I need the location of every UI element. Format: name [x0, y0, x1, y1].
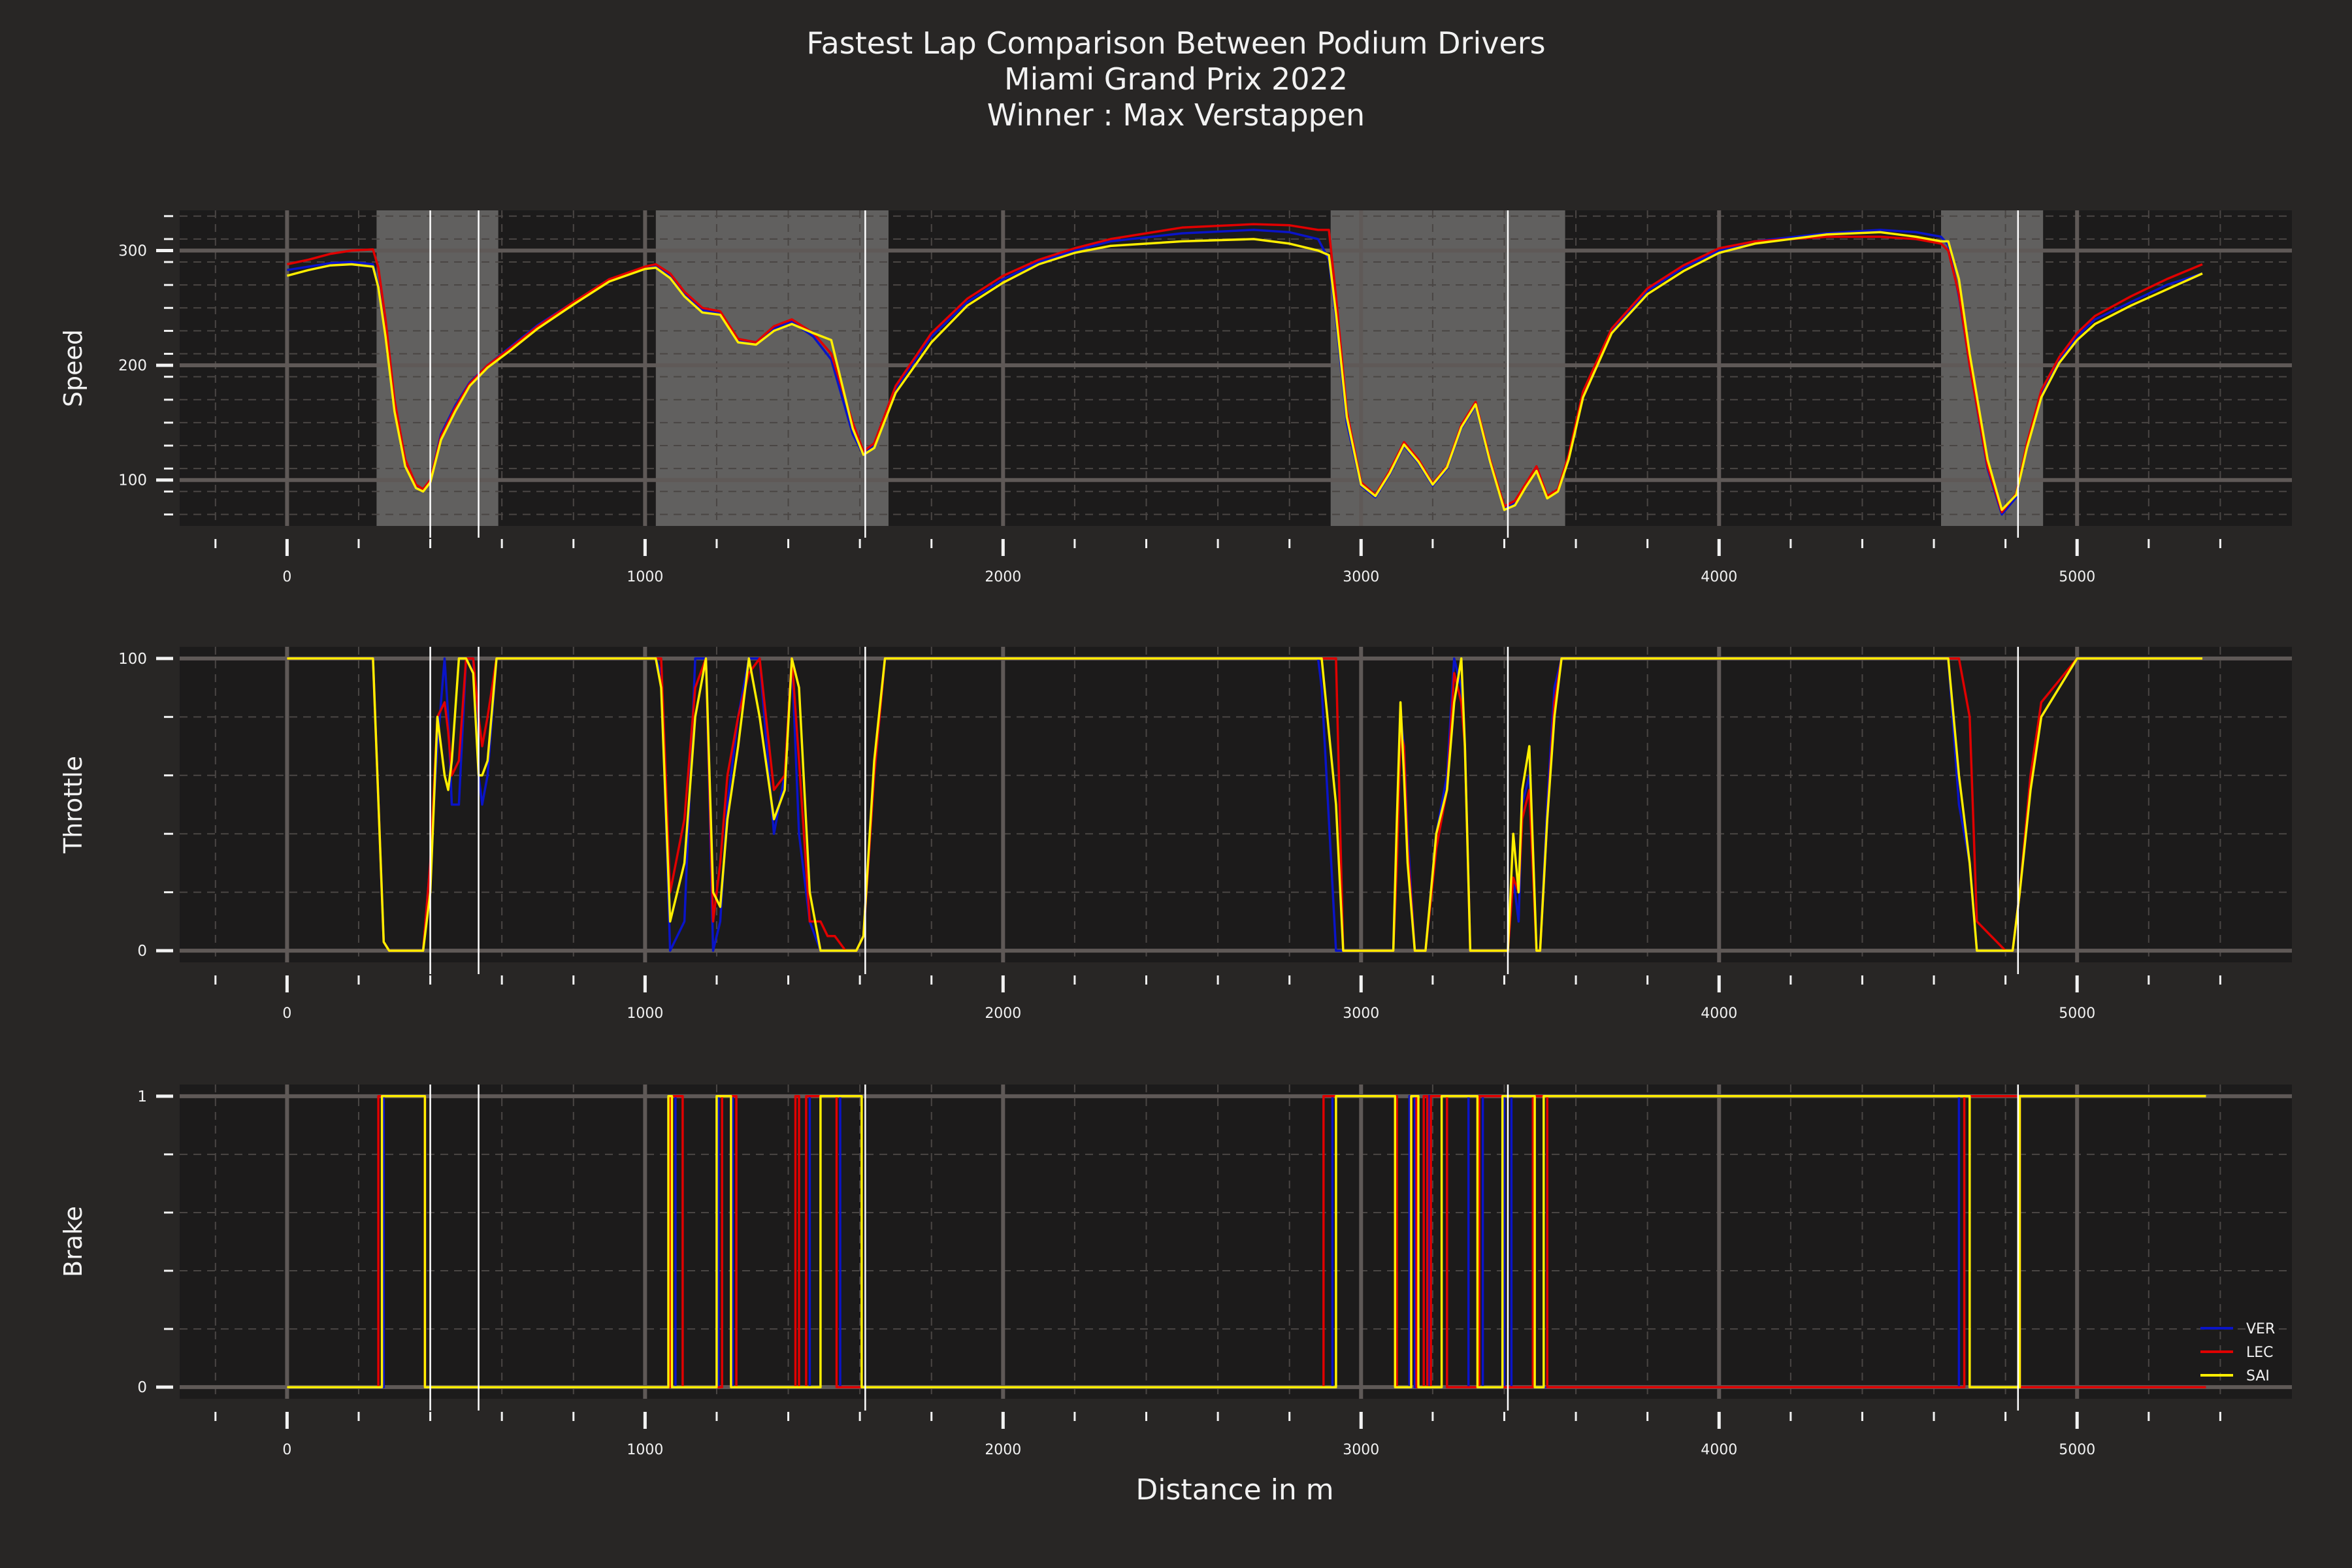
brake-panel: 0 1000 2000 3000 4000 5000 0 1 Brake — [59, 1085, 2292, 1458]
x-tick-label: 0 — [282, 1442, 291, 1458]
chart-title-line-3: Winner : Max Verstappen — [987, 97, 1365, 133]
x-tick-label: 2000 — [985, 1005, 1021, 1022]
y-tick-label: 200 — [118, 357, 147, 374]
series-line-sai — [286, 231, 2203, 512]
x-tick-label: 5000 — [2059, 1005, 2095, 1022]
legend-label-lec: LEC — [2246, 1345, 2274, 1361]
chart-title-line-2: Miami Grand Prix 2022 — [1004, 61, 1348, 97]
x-tick-label: 1000 — [627, 1442, 663, 1458]
y-tick-label: 300 — [118, 242, 147, 259]
legend: VER LEC SAI — [2200, 1321, 2275, 1384]
legend-label-ver: VER — [2246, 1321, 2275, 1337]
y-axis-label: Brake — [59, 1206, 88, 1277]
x-tick-label: 3000 — [1343, 1442, 1379, 1458]
plot-area — [180, 647, 2292, 962]
x-tick-label: 4000 — [1701, 1442, 1737, 1458]
x-tick-label: 2000 — [985, 1442, 1021, 1458]
series-line-lec — [287, 223, 2203, 514]
plot-area — [180, 1085, 2292, 1399]
series-group — [286, 223, 2203, 516]
y-tick-label: 1 — [137, 1088, 147, 1105]
y-tick-label: 100 — [118, 472, 147, 489]
chart-title-line-1: Fastest Lap Comparison Between Podium Dr… — [806, 25, 1545, 61]
x-tick-label: 0 — [282, 569, 291, 585]
plot-area — [180, 210, 2292, 526]
y-tick-label: 0 — [137, 1379, 147, 1396]
x-tick-label: 5000 — [2059, 1442, 2095, 1458]
corner-zone-1 — [655, 210, 889, 526]
series-line-sai — [287, 657, 2202, 952]
x-tick-label: 4000 — [1701, 569, 1737, 585]
throttle-panel: 0 1000 2000 3000 4000 5000 0 100 Throttle — [59, 647, 2292, 1022]
legend-label-sai: SAI — [2246, 1368, 2270, 1384]
corner-zone-2 — [1330, 210, 1565, 526]
speed-panel: 0 1000 2000 3000 4000 5000 100 200 300 Speed — [59, 210, 2292, 585]
x-tick-label: 5000 — [2059, 569, 2095, 585]
x-tick-label: 1000 — [627, 1005, 663, 1022]
y-tick-label: 100 — [118, 651, 147, 668]
x-tick-label: 2000 — [985, 569, 1021, 585]
x-tick-label: 1000 — [627, 569, 663, 585]
y-axis-label: Throttle — [59, 756, 88, 854]
x-tick-label: 4000 — [1701, 1005, 1737, 1022]
series-line-sai — [287, 1095, 2206, 1388]
series-group — [287, 657, 2202, 952]
series-group — [287, 1095, 2206, 1388]
y-axis-label: Speed — [59, 329, 88, 407]
x-axis-label: Distance in m — [1135, 1473, 1333, 1507]
x-tick-label: 3000 — [1343, 569, 1379, 585]
x-tick-label: 3000 — [1343, 1005, 1379, 1022]
x-tick-label: 0 — [282, 1005, 291, 1022]
y-tick-label: 0 — [137, 943, 147, 960]
